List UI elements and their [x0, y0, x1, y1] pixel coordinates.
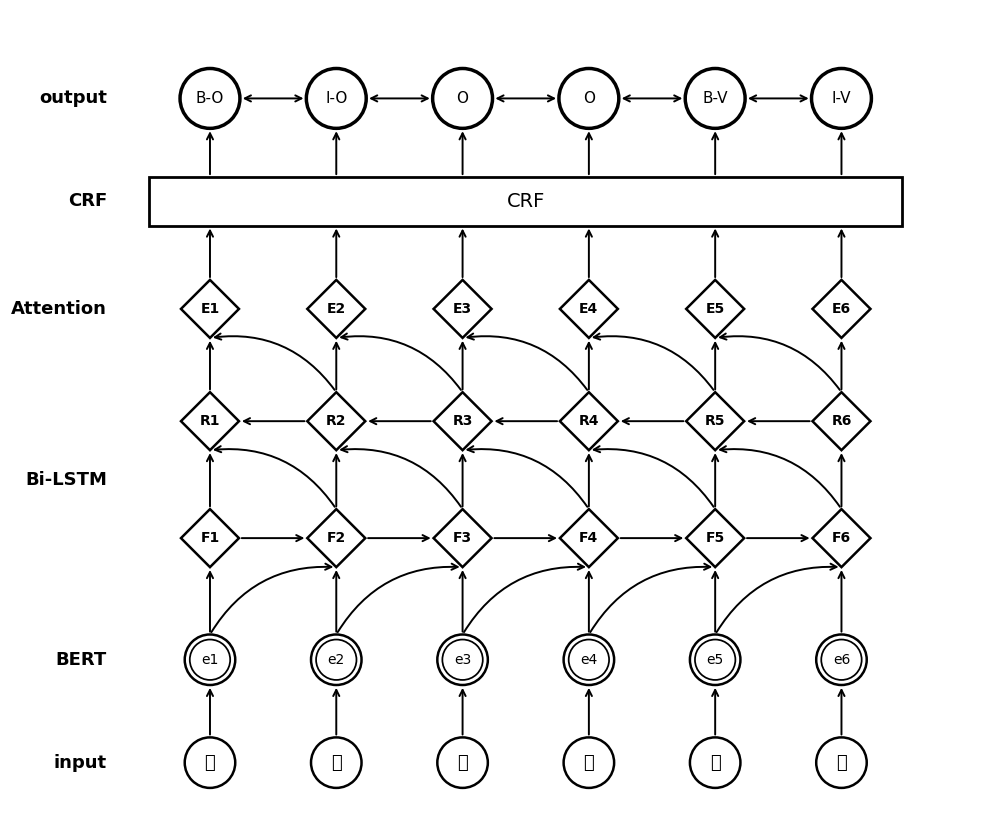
Text: Attention: Attention	[11, 300, 107, 318]
Text: input: input	[54, 754, 107, 771]
Circle shape	[812, 68, 871, 128]
Text: R5: R5	[705, 414, 725, 428]
Text: F3: F3	[453, 531, 472, 545]
Text: CRF: CRF	[68, 192, 107, 210]
Text: E1: E1	[200, 302, 220, 316]
Circle shape	[690, 737, 740, 788]
Circle shape	[185, 635, 235, 685]
Text: 格: 格	[331, 754, 342, 771]
Text: B-O: B-O	[196, 91, 224, 106]
Text: e2: e2	[328, 653, 345, 666]
Text: output: output	[39, 89, 107, 107]
Text: O: O	[583, 91, 595, 106]
Circle shape	[311, 737, 362, 788]
Text: I-V: I-V	[832, 91, 851, 106]
Circle shape	[185, 737, 235, 788]
Polygon shape	[434, 392, 492, 450]
Circle shape	[695, 640, 735, 680]
Circle shape	[316, 640, 356, 680]
Text: R1: R1	[200, 414, 220, 428]
Circle shape	[437, 635, 488, 685]
Polygon shape	[181, 509, 239, 567]
Circle shape	[306, 68, 366, 128]
Circle shape	[311, 635, 362, 685]
Polygon shape	[686, 392, 744, 450]
Polygon shape	[181, 392, 239, 450]
Circle shape	[564, 737, 614, 788]
Text: e4: e4	[580, 653, 597, 666]
Circle shape	[442, 640, 483, 680]
Text: F4: F4	[579, 531, 598, 545]
Text: e1: e1	[201, 653, 219, 666]
Text: E6: E6	[832, 302, 851, 316]
Text: 上: 上	[710, 754, 721, 771]
Circle shape	[685, 68, 745, 128]
Circle shape	[569, 640, 609, 680]
Polygon shape	[560, 280, 618, 338]
Text: I-O: I-O	[325, 91, 347, 106]
FancyBboxPatch shape	[149, 177, 902, 226]
Text: 不: 不	[457, 754, 468, 771]
Polygon shape	[560, 392, 618, 450]
Polygon shape	[812, 509, 870, 567]
Text: R3: R3	[452, 414, 473, 428]
Circle shape	[437, 737, 488, 788]
Circle shape	[690, 635, 740, 685]
Polygon shape	[434, 509, 492, 567]
Circle shape	[564, 635, 614, 685]
Circle shape	[816, 737, 867, 788]
Text: E2: E2	[327, 302, 346, 316]
Circle shape	[180, 68, 240, 128]
Polygon shape	[686, 509, 744, 567]
Polygon shape	[307, 280, 365, 338]
Polygon shape	[434, 280, 492, 338]
Polygon shape	[560, 509, 618, 567]
Circle shape	[816, 635, 867, 685]
Text: E3: E3	[453, 302, 472, 316]
Polygon shape	[686, 280, 744, 338]
Text: 涨: 涨	[836, 754, 847, 771]
Text: Bi-LSTM: Bi-LSTM	[25, 471, 107, 489]
Circle shape	[821, 640, 862, 680]
Text: e6: e6	[833, 653, 850, 666]
Circle shape	[559, 68, 619, 128]
Text: R2: R2	[326, 414, 347, 428]
Polygon shape	[812, 392, 870, 450]
Text: E4: E4	[579, 302, 598, 316]
Text: F2: F2	[327, 531, 346, 545]
Text: E5: E5	[706, 302, 725, 316]
Text: e3: e3	[454, 653, 471, 666]
Text: F1: F1	[200, 531, 220, 545]
Text: 价: 价	[205, 754, 215, 771]
Polygon shape	[307, 509, 365, 567]
Text: BERT: BERT	[56, 651, 107, 669]
Text: 断: 断	[583, 754, 594, 771]
Circle shape	[190, 640, 230, 680]
Text: F6: F6	[832, 531, 851, 545]
Polygon shape	[307, 392, 365, 450]
Circle shape	[433, 68, 493, 128]
Text: CRF: CRF	[507, 192, 545, 211]
Polygon shape	[181, 280, 239, 338]
Polygon shape	[812, 280, 870, 338]
Text: B-V: B-V	[702, 91, 728, 106]
Text: e5: e5	[707, 653, 724, 666]
Text: R4: R4	[579, 414, 599, 428]
Text: F5: F5	[706, 531, 725, 545]
Text: O: O	[457, 91, 469, 106]
Text: R6: R6	[831, 414, 852, 428]
